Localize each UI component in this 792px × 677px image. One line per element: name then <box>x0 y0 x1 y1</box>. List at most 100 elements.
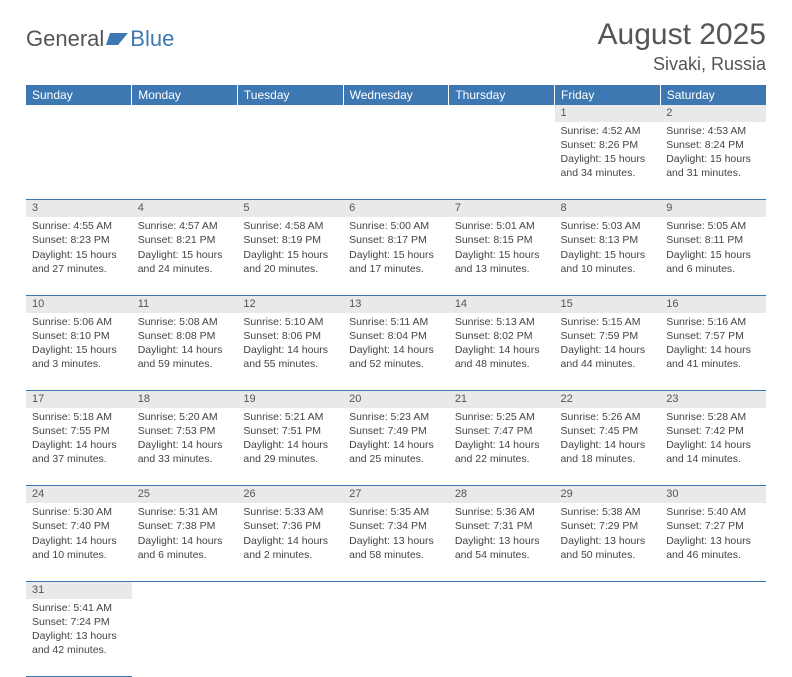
day-d2: and 6 minutes. <box>666 262 760 276</box>
day-content-row: Sunrise: 4:52 AMSunset: 8:26 PMDaylight:… <box>26 122 766 200</box>
day-d2: and 20 minutes. <box>243 262 337 276</box>
day-ss: Sunset: 8:19 PM <box>243 233 337 247</box>
day-sr: Sunrise: 5:31 AM <box>138 505 232 519</box>
day-number-cell <box>449 105 555 122</box>
day-ss: Sunset: 7:51 PM <box>243 424 337 438</box>
day-d1: Daylight: 13 hours <box>455 534 549 548</box>
day-number-cell <box>449 581 555 598</box>
day-number-cell <box>26 105 132 122</box>
day-ss: Sunset: 7:45 PM <box>561 424 655 438</box>
day-ss: Sunset: 8:10 PM <box>32 329 126 343</box>
day-number-cell: 26 <box>237 486 343 503</box>
weekday-header: Tuesday <box>237 85 343 105</box>
day-sr: Sunrise: 5:35 AM <box>349 505 443 519</box>
day-content-row: Sunrise: 5:41 AMSunset: 7:24 PMDaylight:… <box>26 599 766 677</box>
day-cell: Sunrise: 4:55 AMSunset: 8:23 PMDaylight:… <box>26 217 132 295</box>
day-sr: Sunrise: 5:00 AM <box>349 219 443 233</box>
day-sr: Sunrise: 4:58 AM <box>243 219 337 233</box>
day-sr: Sunrise: 5:41 AM <box>32 601 126 615</box>
day-ss: Sunset: 7:31 PM <box>455 519 549 533</box>
day-d1: Daylight: 14 hours <box>138 343 232 357</box>
day-sr: Sunrise: 4:52 AM <box>561 124 655 138</box>
day-number-cell: 28 <box>449 486 555 503</box>
day-cell: Sunrise: 5:41 AMSunset: 7:24 PMDaylight:… <box>26 599 132 677</box>
day-ss: Sunset: 7:57 PM <box>666 329 760 343</box>
day-d2: and 42 minutes. <box>32 643 126 657</box>
day-ss: Sunset: 7:49 PM <box>349 424 443 438</box>
day-ss: Sunset: 8:13 PM <box>561 233 655 247</box>
day-d1: Daylight: 14 hours <box>666 343 760 357</box>
day-cell <box>132 122 238 200</box>
day-cell: Sunrise: 5:33 AMSunset: 7:36 PMDaylight:… <box>237 503 343 581</box>
day-d1: Daylight: 13 hours <box>349 534 443 548</box>
day-ss: Sunset: 7:38 PM <box>138 519 232 533</box>
day-d2: and 31 minutes. <box>666 166 760 180</box>
day-sr: Sunrise: 5:28 AM <box>666 410 760 424</box>
day-d2: and 10 minutes. <box>561 262 655 276</box>
day-d2: and 34 minutes. <box>561 166 655 180</box>
day-d2: and 22 minutes. <box>455 452 549 466</box>
day-d2: and 46 minutes. <box>666 548 760 562</box>
day-cell: Sunrise: 5:40 AMSunset: 7:27 PMDaylight:… <box>660 503 766 581</box>
logo-text-general: General <box>26 26 104 52</box>
day-number-cell <box>343 105 449 122</box>
day-number-row: 31 <box>26 581 766 598</box>
day-number-cell: 17 <box>26 391 132 408</box>
day-d2: and 58 minutes. <box>349 548 443 562</box>
day-sr: Sunrise: 4:53 AM <box>666 124 760 138</box>
day-d1: Daylight: 15 hours <box>138 248 232 262</box>
day-sr: Sunrise: 5:30 AM <box>32 505 126 519</box>
day-cell: Sunrise: 5:11 AMSunset: 8:04 PMDaylight:… <box>343 313 449 391</box>
day-d1: Daylight: 14 hours <box>243 438 337 452</box>
day-number-cell: 16 <box>660 295 766 312</box>
header: General Blue August 2025 Sivaki, Russia <box>26 18 766 75</box>
day-number-cell <box>237 581 343 598</box>
day-number-cell: 24 <box>26 486 132 503</box>
day-sr: Sunrise: 5:08 AM <box>138 315 232 329</box>
day-ss: Sunset: 8:02 PM <box>455 329 549 343</box>
day-d2: and 17 minutes. <box>349 262 443 276</box>
day-cell <box>449 122 555 200</box>
day-number-cell: 11 <box>132 295 238 312</box>
day-ss: Sunset: 7:59 PM <box>561 329 655 343</box>
day-number-cell: 14 <box>449 295 555 312</box>
day-d1: Daylight: 15 hours <box>32 343 126 357</box>
day-sr: Sunrise: 5:25 AM <box>455 410 549 424</box>
day-d1: Daylight: 14 hours <box>561 438 655 452</box>
day-d1: Daylight: 13 hours <box>666 534 760 548</box>
day-sr: Sunrise: 5:13 AM <box>455 315 549 329</box>
day-d2: and 59 minutes. <box>138 357 232 371</box>
day-ss: Sunset: 8:11 PM <box>666 233 760 247</box>
day-cell <box>343 599 449 677</box>
day-cell: Sunrise: 5:21 AMSunset: 7:51 PMDaylight:… <box>237 408 343 486</box>
day-sr: Sunrise: 5:10 AM <box>243 315 337 329</box>
day-d1: Daylight: 15 hours <box>666 152 760 166</box>
day-cell <box>555 599 661 677</box>
day-cell: Sunrise: 4:58 AMSunset: 8:19 PMDaylight:… <box>237 217 343 295</box>
day-number-cell <box>660 581 766 598</box>
day-number-cell: 12 <box>237 295 343 312</box>
day-cell: Sunrise: 5:05 AMSunset: 8:11 PMDaylight:… <box>660 217 766 295</box>
weekday-header: Wednesday <box>343 85 449 105</box>
day-sr: Sunrise: 5:18 AM <box>32 410 126 424</box>
day-d1: Daylight: 14 hours <box>666 438 760 452</box>
day-sr: Sunrise: 5:05 AM <box>666 219 760 233</box>
day-cell: Sunrise: 5:13 AMSunset: 8:02 PMDaylight:… <box>449 313 555 391</box>
day-cell: Sunrise: 4:53 AMSunset: 8:24 PMDaylight:… <box>660 122 766 200</box>
day-number-row: 3456789 <box>26 200 766 217</box>
day-cell <box>237 122 343 200</box>
day-d2: and 50 minutes. <box>561 548 655 562</box>
day-cell: Sunrise: 5:26 AMSunset: 7:45 PMDaylight:… <box>555 408 661 486</box>
day-d2: and 54 minutes. <box>455 548 549 562</box>
day-number-cell <box>132 105 238 122</box>
day-ss: Sunset: 7:55 PM <box>32 424 126 438</box>
day-d2: and 25 minutes. <box>349 452 443 466</box>
day-ss: Sunset: 8:23 PM <box>32 233 126 247</box>
day-d2: and 55 minutes. <box>243 357 337 371</box>
weekday-header: Saturday <box>660 85 766 105</box>
day-d2: and 24 minutes. <box>138 262 232 276</box>
weekday-header-row: Sunday Monday Tuesday Wednesday Thursday… <box>26 85 766 105</box>
day-cell: Sunrise: 5:30 AMSunset: 7:40 PMDaylight:… <box>26 503 132 581</box>
day-sr: Sunrise: 5:01 AM <box>455 219 549 233</box>
day-sr: Sunrise: 5:36 AM <box>455 505 549 519</box>
